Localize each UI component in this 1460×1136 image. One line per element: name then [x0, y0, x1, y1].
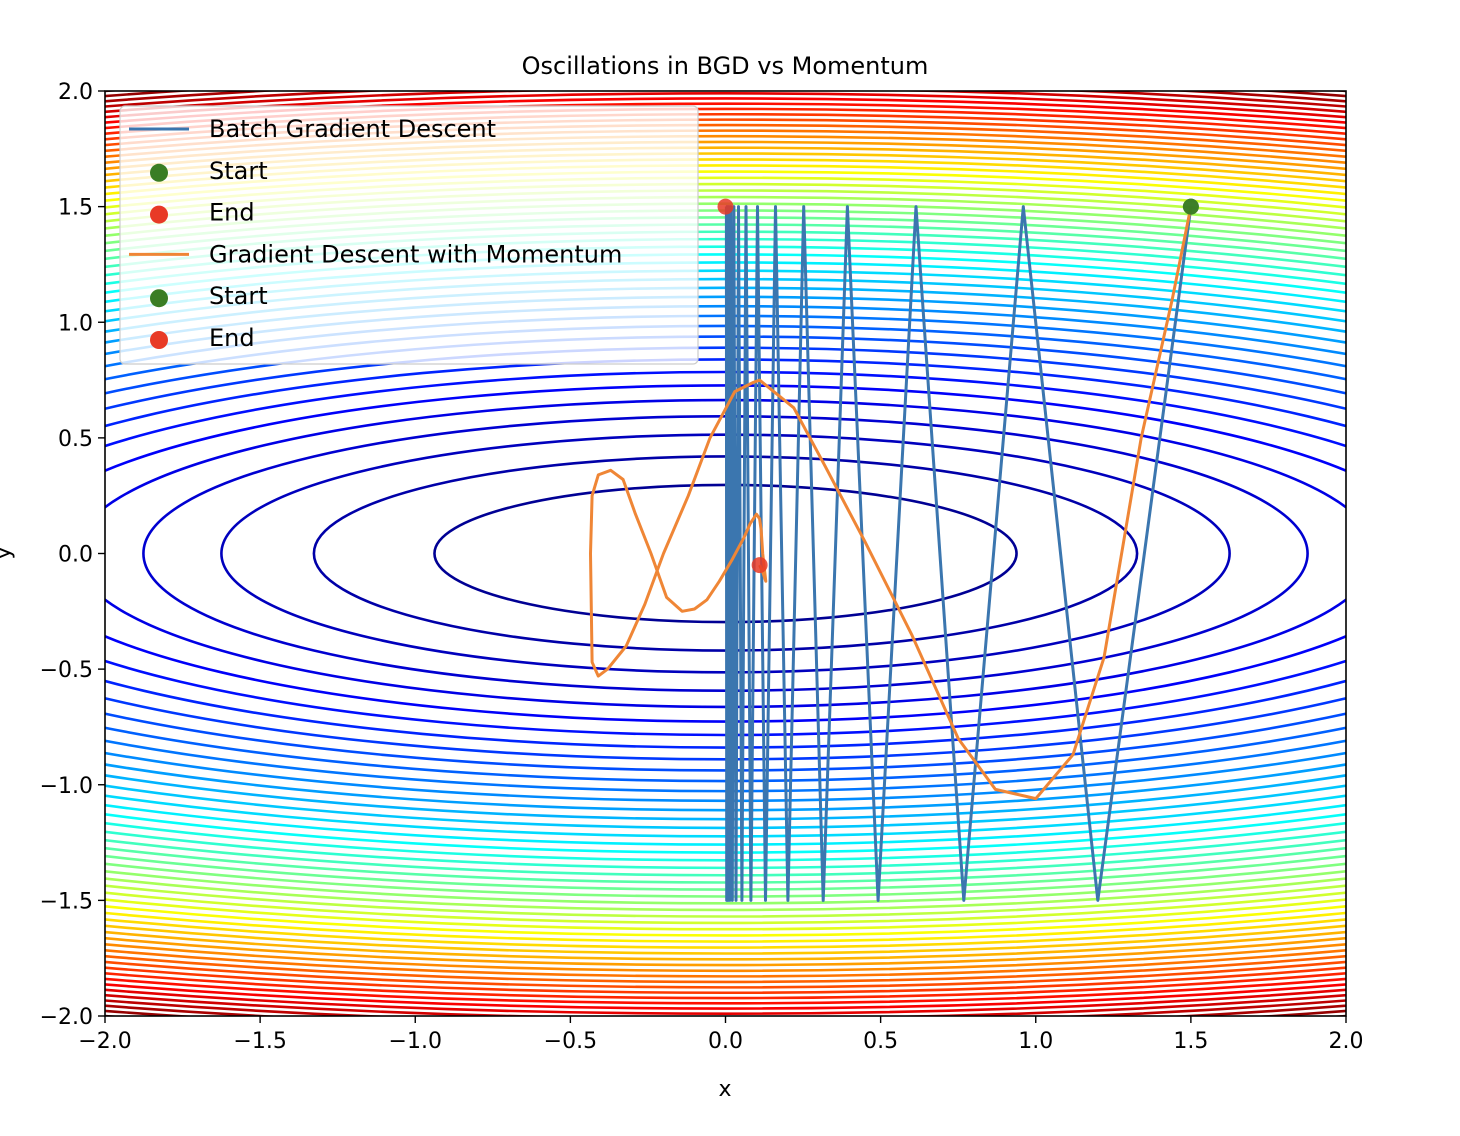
contour-level: [105, 123, 1346, 984]
contour-level: [105, 135, 1346, 972]
legend-dot-swatch: [150, 163, 168, 182]
contour-level: [105, 140, 1346, 967]
point-marker: [751, 557, 768, 574]
chart-title: Oscillations in BGD vs Momentum: [522, 52, 929, 80]
contour-level: [105, 118, 1346, 989]
contour-level: [105, 97, 1346, 1010]
x-tick-label: 1.5: [1173, 1029, 1208, 1054]
legend-label: Gradient Descent with Momentum: [209, 240, 622, 268]
legend-label: Start: [209, 157, 268, 185]
markers-layer: [717, 198, 1199, 574]
contour-level: [105, 129, 1346, 978]
contour-level: [105, 158, 1346, 949]
y-tick-label: −2.0: [40, 1005, 93, 1030]
x-axis: −2.0 −1.5 −1.0 −0.5 0.0 0.5 1.0 1.5 2.0: [78, 1016, 1364, 1054]
contour-level: [105, 170, 1346, 937]
y-tick-label: −1.0: [40, 774, 93, 799]
legend-box: [119, 105, 699, 365]
legend: Batch Gradient Descent Start End Gradient D…: [119, 105, 699, 365]
y-axis: −2.0 −1.5 −1.0 −0.5 0.0 0.5 1.0 1.5 2.0: [40, 80, 105, 1030]
contour-level: [105, 92, 1346, 1015]
series-layer: [589, 205, 1193, 902]
y-tick-label: 0.5: [58, 427, 93, 452]
contour-level: [105, 182, 1346, 925]
x-axis-label: x: [718, 1077, 731, 1102]
y-tick-label: 2.0: [58, 80, 93, 105]
y-tick-label: 1.0: [58, 311, 93, 336]
legend-dot-swatch: [150, 205, 168, 224]
x-tick-label: −1.0: [389, 1029, 442, 1054]
contour-level: [105, 176, 1346, 931]
contour-level: [105, 164, 1346, 943]
contour-level: [105, 102, 1346, 1005]
x-tick-label: −0.5: [544, 1029, 597, 1054]
y-tick-label: 1.5: [58, 196, 93, 221]
series-line: [724, 205, 1193, 902]
point-marker: [717, 198, 734, 215]
y-axis-label: y: [0, 546, 16, 559]
x-tick-label: 2.0: [1329, 1029, 1364, 1054]
legend-dot-swatch: [150, 289, 168, 308]
legend-label: End: [209, 199, 255, 227]
x-tick-label: −2.0: [78, 1029, 131, 1054]
contour-level: [105, 195, 1346, 912]
x-tick-label: 1.0: [1018, 1029, 1053, 1054]
point-marker: [1182, 198, 1199, 215]
x-tick-label: −1.5: [233, 1029, 286, 1054]
contour-level: [105, 113, 1346, 994]
legend-label: End: [209, 324, 255, 352]
contour-level: [105, 146, 1346, 961]
contour-level: [105, 189, 1346, 918]
y-tick-label: −0.5: [40, 658, 93, 683]
legend-dot-swatch: [150, 331, 168, 349]
y-tick-label: −1.5: [40, 889, 93, 914]
legend-label: Start: [209, 282, 268, 310]
legend-label: Batch Gradient Descent: [209, 115, 496, 143]
series-line: [589, 206, 1193, 801]
contour-level: [105, 152, 1346, 955]
y-tick-label: 0.0: [58, 543, 93, 568]
x-tick-label: 0.5: [863, 1029, 898, 1054]
x-tick-label: 0.0: [708, 1029, 743, 1054]
contour-level: [105, 107, 1346, 1000]
